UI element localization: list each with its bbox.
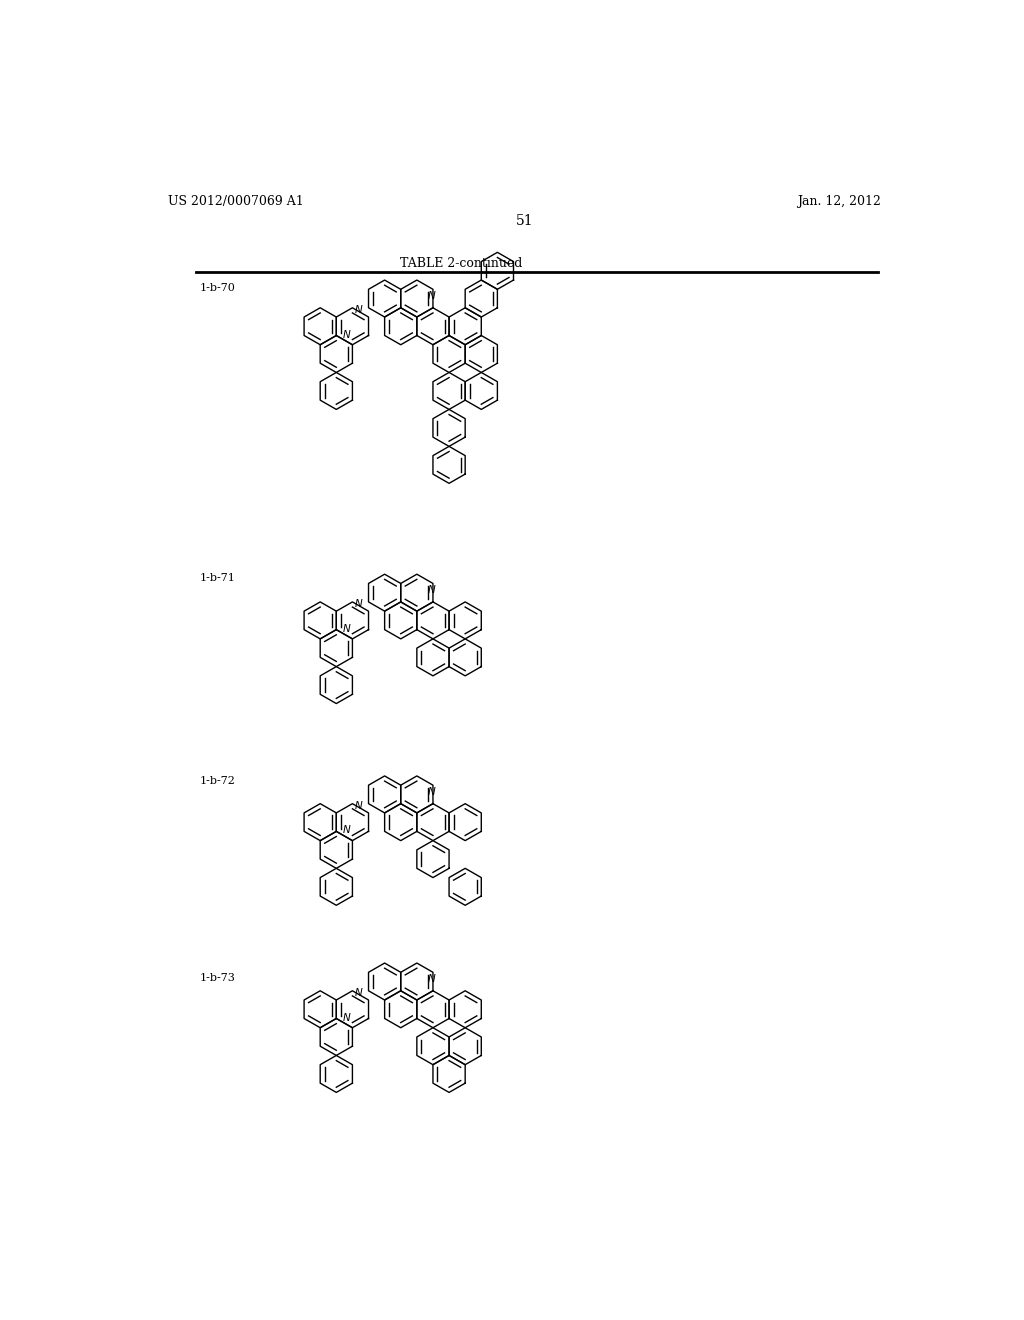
Text: N: N bbox=[342, 330, 350, 339]
Text: N: N bbox=[428, 974, 436, 983]
Text: US 2012/0007069 A1: US 2012/0007069 A1 bbox=[168, 195, 304, 209]
Text: N: N bbox=[354, 801, 362, 810]
Text: N: N bbox=[342, 825, 350, 836]
Text: 51: 51 bbox=[516, 214, 534, 228]
Text: N: N bbox=[354, 599, 362, 609]
Text: 1-b-71: 1-b-71 bbox=[200, 573, 236, 582]
Text: 1-b-70: 1-b-70 bbox=[200, 284, 236, 293]
Text: TABLE 2-continued: TABLE 2-continued bbox=[400, 257, 522, 271]
Text: N: N bbox=[428, 787, 436, 797]
Text: Jan. 12, 2012: Jan. 12, 2012 bbox=[798, 195, 882, 209]
Text: N: N bbox=[354, 987, 362, 998]
Text: 1-b-72: 1-b-72 bbox=[200, 776, 236, 785]
Text: N: N bbox=[342, 1012, 350, 1023]
Text: N: N bbox=[342, 624, 350, 634]
Text: N: N bbox=[428, 585, 436, 595]
Text: N: N bbox=[428, 290, 436, 301]
Text: 1-b-73: 1-b-73 bbox=[200, 973, 236, 983]
Text: N: N bbox=[354, 305, 362, 315]
